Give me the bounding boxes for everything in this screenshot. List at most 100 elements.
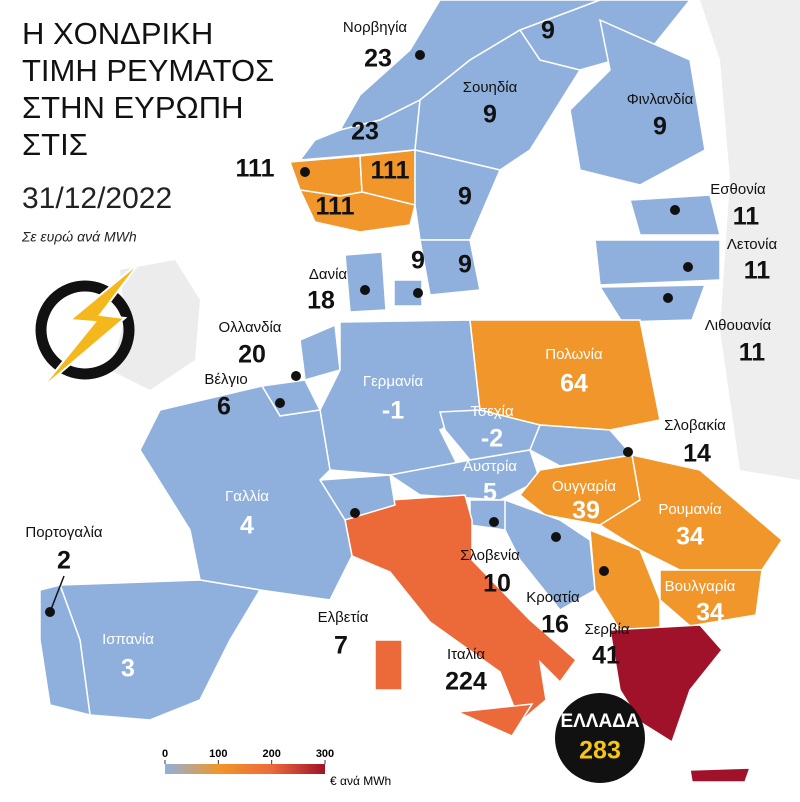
region-value: 111 bbox=[371, 157, 410, 185]
region-value: 11 bbox=[733, 203, 760, 231]
region-name: Γερμανία bbox=[363, 373, 424, 390]
region-shape bbox=[609, 624, 723, 744]
region-name: Λετονία bbox=[727, 236, 778, 253]
region-name: Ιταλία bbox=[447, 646, 485, 663]
legend-tick-label: 0 bbox=[162, 748, 168, 760]
region-value: -1 bbox=[382, 397, 404, 425]
marker-dot bbox=[663, 293, 673, 303]
region-value: 2 bbox=[57, 547, 71, 575]
region-value: 23 bbox=[351, 118, 379, 146]
region-value: 224 bbox=[445, 668, 487, 696]
legend-tick-label: 300 bbox=[316, 748, 334, 760]
region-name: Ρουμανία bbox=[658, 501, 722, 518]
region-shape bbox=[393, 279, 423, 307]
region-shape bbox=[594, 239, 721, 286]
icon-ring bbox=[35, 280, 135, 380]
region-name: Βέλγιο bbox=[204, 371, 247, 388]
region-shape bbox=[504, 498, 596, 611]
region-shape bbox=[58, 579, 262, 721]
region-value: 34 bbox=[676, 523, 704, 551]
region-value: 11 bbox=[744, 257, 771, 285]
region-value: 9 bbox=[653, 113, 667, 141]
region-value: 18 bbox=[307, 287, 335, 315]
region-name: Ουγγαρία bbox=[552, 478, 616, 495]
region-value: 20 bbox=[238, 341, 266, 369]
region-value: 9 bbox=[541, 17, 555, 45]
legend-tick-label: 200 bbox=[262, 748, 280, 760]
region-name: Τσεχία bbox=[470, 403, 514, 420]
region-value: 16 bbox=[541, 611, 569, 639]
region-value: 111 bbox=[316, 193, 355, 221]
region-value: 39 bbox=[572, 497, 600, 525]
region-value: -2 bbox=[481, 425, 503, 453]
region-name: ΕΛΛΑΔΑ bbox=[560, 711, 639, 732]
header: Η ΧΟΝΔΡΙΚΗ ΤΙΜΗ ΡΕΥΜΑΤΟΣ ΣΤΗΝ ΕΥΡΩΠΗ ΣΤΙ… bbox=[21, 16, 274, 245]
region-value: 34 bbox=[696, 599, 724, 627]
region-name: Ελβετία bbox=[318, 609, 369, 626]
region-value: 9 bbox=[458, 183, 472, 211]
legend-bar bbox=[165, 764, 325, 774]
region-value: 64 bbox=[560, 370, 588, 398]
region-name: Εσθονία bbox=[710, 181, 766, 198]
region-shape bbox=[569, 18, 706, 186]
region-shape bbox=[298, 189, 416, 233]
region-name: Βουλγαρία bbox=[665, 578, 736, 595]
background-land bbox=[700, 0, 800, 480]
region-value: 283 bbox=[579, 737, 621, 765]
regions bbox=[39, 0, 783, 783]
region-shape bbox=[344, 251, 387, 313]
region-name: Γαλλία bbox=[225, 488, 269, 505]
region-value: 23 bbox=[364, 45, 392, 73]
region-name: Σλοβακία bbox=[664, 417, 726, 434]
title-line: ΣΤΗΝ ΕΥΡΩΠΗ bbox=[22, 90, 243, 125]
region-value: 41 bbox=[592, 642, 620, 670]
subtitle: Σε ευρώ ανά MWh bbox=[21, 229, 137, 245]
marker-dot bbox=[599, 566, 609, 576]
region-shape bbox=[374, 639, 403, 691]
region-value: 7 bbox=[334, 632, 348, 660]
region-shape bbox=[598, 284, 707, 323]
region-shape bbox=[419, 239, 481, 296]
marker-dot bbox=[415, 50, 425, 60]
marker-dot bbox=[291, 371, 301, 381]
marker-dot bbox=[350, 508, 360, 518]
region-name: Ολλανδία bbox=[219, 319, 282, 336]
region-name: Δανία bbox=[309, 266, 348, 283]
region-name: Λιθουανία bbox=[705, 317, 772, 334]
region-value: 111 bbox=[236, 155, 275, 183]
region-name: Κροατία bbox=[526, 589, 580, 606]
region-name: Ισπανία bbox=[102, 631, 154, 648]
region-value: 10 bbox=[483, 570, 511, 598]
region-name: Νορβηγία bbox=[343, 19, 408, 36]
region-value: 6 bbox=[217, 393, 231, 421]
title-line: Η ΧΟΝΔΡΙΚΗ bbox=[22, 16, 213, 51]
marker-dot bbox=[670, 205, 680, 215]
region-shape bbox=[344, 494, 578, 724]
leader-line bbox=[49, 575, 65, 613]
marker-dot bbox=[489, 517, 499, 527]
energy-icon bbox=[35, 261, 141, 391]
marker-dot bbox=[360, 285, 370, 295]
background-land bbox=[110, 260, 200, 390]
region-shape bbox=[299, 323, 341, 381]
region-value: 9 bbox=[483, 101, 497, 129]
legend-tick-label: 100 bbox=[209, 748, 227, 760]
marker-dot bbox=[551, 532, 561, 542]
region-value: 5 bbox=[483, 479, 497, 507]
region-value: 9 bbox=[458, 251, 472, 279]
region-value: 4 bbox=[240, 512, 254, 540]
region-name: Πολωνία bbox=[545, 346, 603, 363]
region-name: Σερβία bbox=[584, 621, 629, 638]
region-name: Αυστρία bbox=[463, 458, 517, 475]
marker-dot bbox=[683, 262, 693, 272]
region-value: 9 bbox=[411, 247, 425, 275]
date: 31/12/2022 bbox=[22, 182, 172, 215]
badge bbox=[555, 693, 645, 783]
region-shape bbox=[455, 703, 534, 737]
title-line: ΣΤΙΣ bbox=[22, 127, 88, 162]
marker-dot bbox=[413, 288, 423, 298]
region-shape bbox=[689, 767, 752, 783]
